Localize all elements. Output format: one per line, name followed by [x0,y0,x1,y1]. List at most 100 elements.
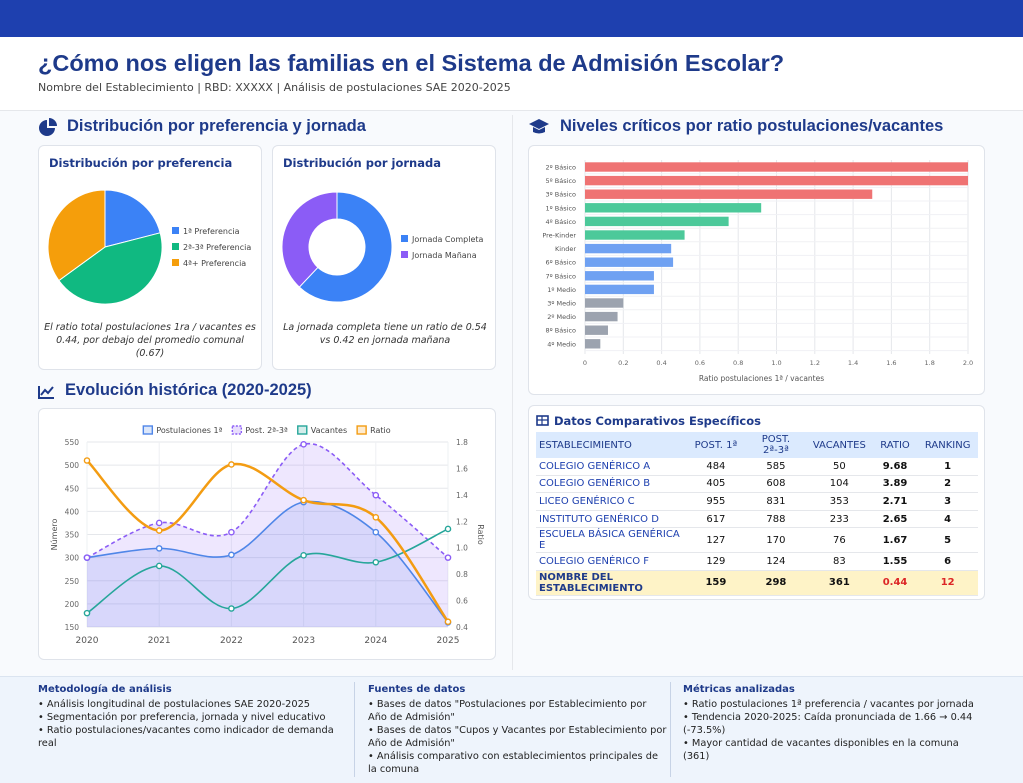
line [86,459,450,623]
y2-tick-label: 0.8 [456,570,468,579]
y-tick-label: 4º Medio [547,340,576,348]
point [155,519,163,527]
point [228,461,235,468]
top-bar [0,0,1023,37]
establishment-name: COLEGIO GENÉRICO B [536,475,686,494]
legend-swatch [297,425,308,435]
y-tick-label: 3º Básico [546,191,576,199]
point [300,496,307,504]
footer-title: Métricas analizadas [683,684,795,695]
point [155,545,163,552]
chart-icon [38,386,54,399]
point [372,528,380,536]
bar [585,162,968,172]
table-cell: 2 [917,475,978,494]
table-cell: 2.65 [872,510,918,529]
y-tick-label: 1º Medio [547,286,576,294]
footer-item: Bases de datos "Cupos y Vacantes por Est… [368,724,668,750]
bar [585,230,685,240]
point [228,551,235,559]
point [83,457,91,464]
table-cell: 1 [917,458,978,476]
icons [38,118,549,426]
bar [585,189,873,199]
x-tick-label: 0.2 [618,359,628,367]
establishment-name: INSTITUTO GENÉRICO D [536,510,686,529]
footer-item: Mayor cantidad de vacantes disponibles e… [683,737,983,763]
chart-note: El ratio total postulaciones 1ra / vacan… [44,322,256,359]
pie-slice [104,189,161,248]
legend-swatch [401,235,408,242]
y-tick-label: 2º Básico [546,164,576,172]
column-header: RANKING [917,432,978,458]
x-tick-label: 1.6 [886,359,896,367]
table-title: Datos Comparativos Específicos [554,414,761,428]
footer-item: Análisis longitudinal de postulaciones S… [38,698,338,711]
footer-column: Metodología de análisis Análisis longitud… [38,683,338,750]
y-tick-label: 350 [65,531,80,540]
table-cell: 5 [917,527,978,554]
table-cell: 405 [685,475,746,494]
legend-label: 1ª Preferencia [183,227,240,236]
point [155,527,163,534]
establishment-name: LICEO GENÉRICO C [536,492,686,511]
point [372,558,380,566]
y-tick-label: 250 [65,577,80,586]
y-tick-label: 8º Básico [546,327,576,335]
column-header: ESTABLECIMIENTO [536,432,686,458]
chart-note: La jornada completa tiene un ratio de 0.… [283,322,487,346]
divider [512,115,513,670]
table-cell: 955 [685,492,746,511]
x-tick-label: 1.8 [925,359,935,367]
point [444,525,452,533]
table-cell: 617 [685,510,746,529]
section-title: Distribución por preferencia y jornada [67,117,366,135]
point [83,554,91,561]
y2-tick-label: 1.4 [456,491,468,500]
page-subtitle: Nombre del Establecimiento | RBD: XXXXX … [38,81,511,94]
x-tick-label: 0 [583,359,587,367]
table-row: COLEGIO GENÉRICO A 484 585 50 9.68 1 [536,458,978,476]
table-row: LICEO GENÉRICO C 955 831 353 2.71 3 [536,492,978,511]
table-row: COLEGIO GENÉRICO F 129 124 83 1.55 6 [536,552,978,571]
y-axis-title: Número [50,519,59,551]
legend-swatch [401,251,408,258]
footer-list: Ratio postulaciones 1ª preferencia / vac… [683,698,983,763]
column-header: RATIO [872,432,918,458]
y2-tick-label: 1.6 [456,464,468,473]
table-row: ESCUELA BÁSICA GENÉRICA E 127 170 76 1.67 5 [536,527,978,554]
pie-slice [281,191,338,288]
bar [585,284,654,295]
legend-label: Postulaciones 1ª [156,426,222,435]
legend-label: 4ª+ Preferencia [183,259,246,268]
legend-label: Jornada Mañana [411,251,477,260]
y-tick-label: 2º Medio [547,313,576,321]
y-tick-label: 5º Básico [546,177,576,185]
table-cell: 0.44 [872,570,918,596]
y-tick-label: 200 [65,600,80,609]
card [528,145,985,395]
table-cell: 50 [805,458,873,476]
bar [585,243,672,254]
table-cell: 124 [745,552,806,571]
table-header: ESTABLECIMIENTO POST. 1ª POST. 2ª-3ª VACANT… [536,432,978,458]
chart-title: Distribución por jornada [283,156,441,170]
footer-item: Ratio postulaciones 1ª preferencia / vac… [683,698,983,711]
legend-swatch [142,425,154,435]
x-tick-label: 2024 [364,636,387,646]
table-cell: 1.55 [872,552,918,571]
footer-title: Fuentes de datos [368,684,466,695]
table-row: NOMBRE DEL ESTABLECIMIENTO 159 298 361 0.44 1… [536,570,978,596]
table-cell: 159 [685,570,746,596]
x-tick-label: 0.8 [733,359,743,367]
divider [354,682,355,777]
y2-tick-label: 0.6 [456,597,468,606]
table-cell: 233 [805,510,873,529]
legend: Postulaciones 1ª Post. 2ª-3ª Vacantes Ratio [142,425,391,435]
legend-swatch [356,425,367,435]
header [0,37,1023,111]
y-tick-label: 300 [65,554,80,563]
footer-column: Fuentes de datos Bases de datos "Postulac… [368,683,668,776]
